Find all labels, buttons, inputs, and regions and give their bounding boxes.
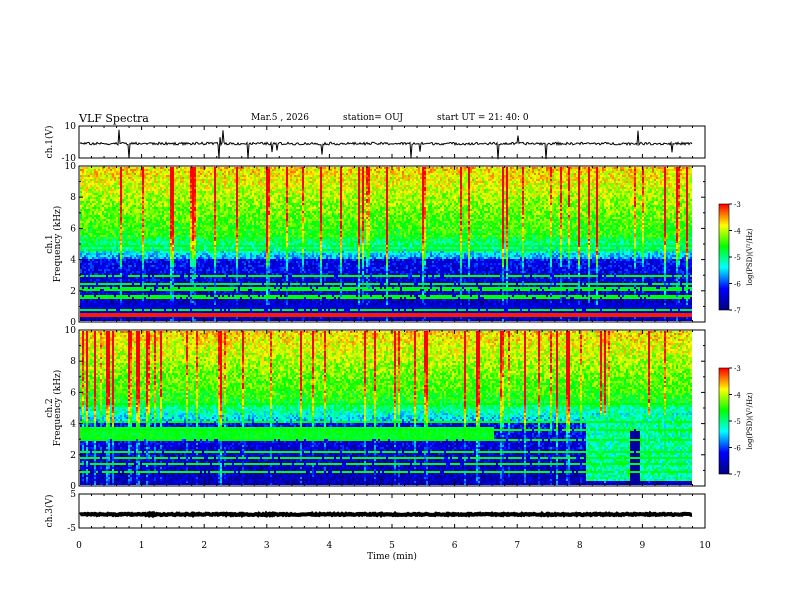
ch2-colorbar <box>719 368 729 474</box>
ch1-waveform-trace <box>79 129 693 160</box>
y-tick-label: 4 <box>70 256 76 266</box>
x-tick-label: 6 <box>452 541 458 551</box>
y-tick-label: 8 <box>70 357 76 367</box>
colorbar-tick-label: -6 <box>734 281 741 289</box>
y-axis-label: ch.1 <box>45 234 55 253</box>
y-tick-label: 2 <box>70 451 76 461</box>
y-axis-label: Frequency (kHz) <box>52 370 63 447</box>
x-tick-label: 5 <box>389 541 395 551</box>
y-tick-label: 0 <box>70 482 76 492</box>
x-tick-label: 8 <box>577 541 583 551</box>
y-tick-label: 2 <box>70 287 76 297</box>
ch3-waveform-frame <box>78 493 706 529</box>
y-axis-label: Frequency (kHz) <box>52 206 63 283</box>
date-label: Mar.5 , 2026 <box>251 113 309 123</box>
colorbar-tick-label: -5 <box>734 254 741 262</box>
colorbar-tick-label: -5 <box>734 418 741 426</box>
ch1-waveform-frame <box>78 125 706 159</box>
colorbar-label: log(PSD)(V²/Hz) <box>746 228 754 285</box>
ch1-spectrogram-colorbar-frame <box>718 203 730 311</box>
x-tick-label: 1 <box>139 541 145 551</box>
x-tick-label: 0 <box>76 541 82 551</box>
x-tick-label: 2 <box>201 541 207 551</box>
y-axis-label: ch.3(V) <box>44 495 55 528</box>
station-label: station= OUJ <box>343 113 404 123</box>
figure-title: VLF Spectra <box>79 112 149 125</box>
x-tick-label: 7 <box>514 541 520 551</box>
y-tick-label: 6 <box>70 224 76 234</box>
y-tick-label: 10 <box>65 162 77 172</box>
y-tick-label: 8 <box>70 193 76 203</box>
x-axis-label: Time (min) <box>367 551 417 562</box>
y-tick-label: 5 <box>70 490 76 500</box>
x-tick-label: 3 <box>264 541 270 551</box>
ch2-spectrogram-frame <box>78 329 706 487</box>
y-tick-label: -10 <box>62 154 77 164</box>
colorbar-tick-label: -3 <box>734 365 741 373</box>
x-tick-label: 4 <box>327 541 333 551</box>
colorbar-tick-label: -7 <box>734 307 741 315</box>
colorbar-tick-label: -6 <box>734 445 741 453</box>
x-tick-label: 10 <box>699 541 711 551</box>
y-tick-label: -5 <box>67 524 76 534</box>
x-tick-label: 9 <box>640 541 646 551</box>
y-tick-label: 6 <box>70 388 76 398</box>
start-time-label: start UT = 21: 40: 0 <box>437 113 529 123</box>
y-tick-label: 0 <box>70 318 76 328</box>
y-axis-label: ch.2 <box>45 398 55 417</box>
y-tick-label: 10 <box>65 326 77 336</box>
ch2-spectrogram-image <box>80 331 692 485</box>
ch1-colorbar <box>719 204 729 310</box>
y-tick-label: 10 <box>65 122 77 132</box>
colorbar-tick-label: -7 <box>734 471 741 479</box>
y-axis-label: ch.1(V) <box>44 126 55 159</box>
colorbar-tick-label: -4 <box>734 392 741 400</box>
y-tick-label: 4 <box>70 420 76 430</box>
ch2-spectrogram-colorbar-frame <box>718 367 730 475</box>
colorbar-label: log(PSD)(V²/Hz) <box>746 392 754 449</box>
ch1-spectrogram-frame <box>78 165 706 323</box>
colorbar-tick-label: -4 <box>734 228 741 236</box>
ch1-spectrogram-image <box>80 167 692 321</box>
colorbar-tick-label: -3 <box>734 201 741 209</box>
ch3-waveform-trace <box>79 510 693 519</box>
